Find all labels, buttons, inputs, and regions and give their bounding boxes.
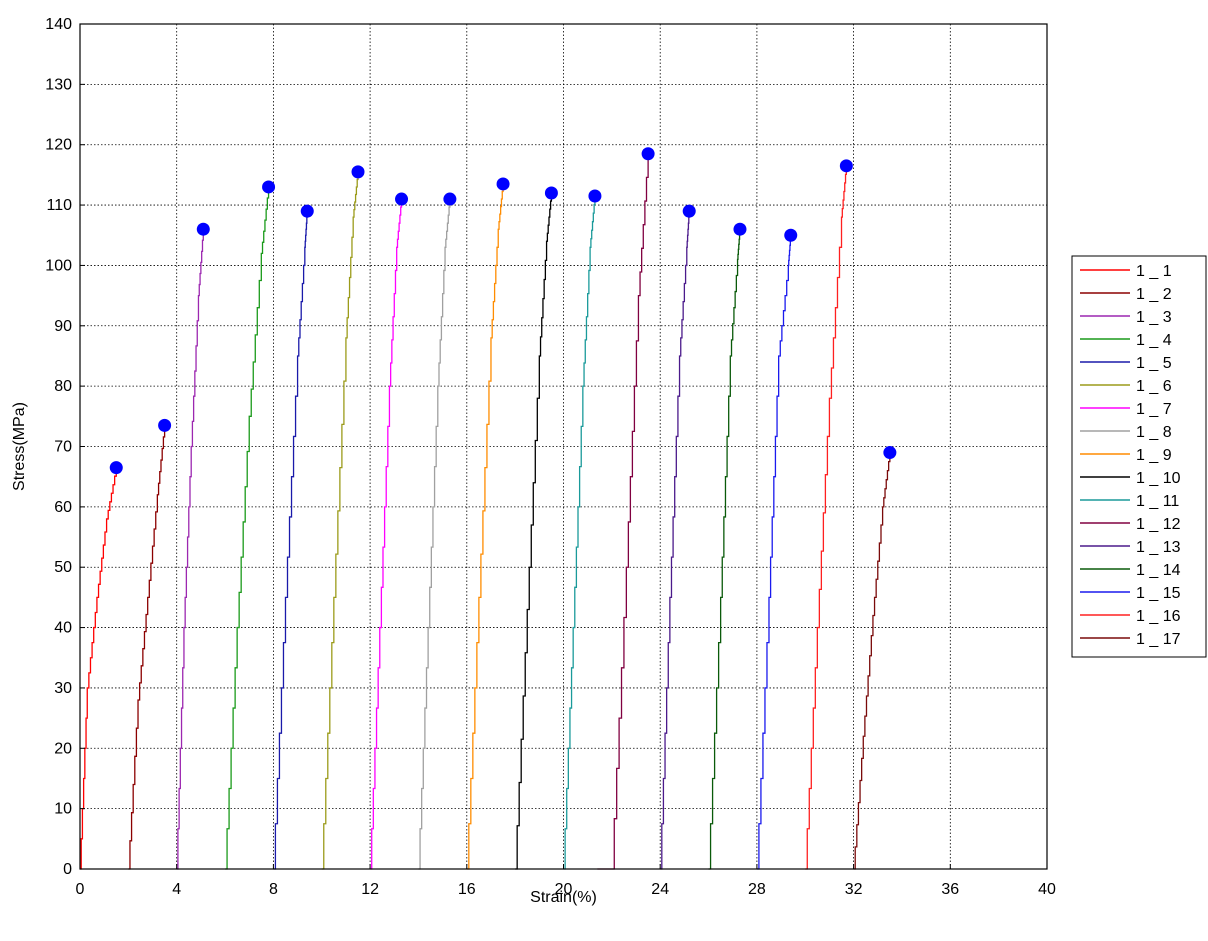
legend-label: 1 _ 1 — [1136, 263, 1172, 280]
y-tick-label: 140 — [45, 16, 72, 33]
failure-point-marker — [682, 204, 696, 218]
failure-point-marker — [395, 192, 409, 206]
series-layer — [80, 153, 891, 870]
legend: 1 _ 1 1 _ 2 1 _ 3 1 _ 4 1 _ 5 1 _ 6 1 _ 7 1 _ 8… — [1071, 255, 1207, 658]
legend-label: 1 _ 4 — [1136, 332, 1172, 349]
failure-point-marker — [588, 189, 602, 203]
legend-label: 1 _ 2 — [1136, 286, 1172, 303]
series-line-13 — [660, 211, 690, 870]
x-tick-label: 40 — [1038, 881, 1056, 898]
marker-layer — [109, 147, 897, 475]
series-line-6 — [321, 171, 359, 870]
failure-point-marker — [300, 204, 314, 218]
legend-label: 1 _ 13 — [1136, 539, 1181, 556]
series-line-14 — [708, 229, 741, 870]
y-tick-label: 50 — [54, 559, 72, 576]
x-tick-label: 20 — [555, 881, 573, 898]
y-tick-label: 30 — [54, 680, 72, 697]
legend-label: 1 _ 10 — [1136, 470, 1181, 487]
grid-layer — [80, 24, 1047, 869]
x-tick-label: 24 — [651, 881, 669, 898]
y-tick-label: 60 — [54, 499, 72, 516]
x-tick-label: 28 — [748, 881, 766, 898]
y-tick-label: 20 — [54, 740, 72, 757]
series-line-2 — [128, 425, 166, 870]
legend-label: 1 _ 3 — [1136, 309, 1172, 326]
legend-label: 1 _ 6 — [1136, 378, 1172, 395]
failure-point-marker — [158, 418, 172, 432]
x-tick-label: 32 — [845, 881, 863, 898]
failure-point-marker — [262, 180, 276, 194]
legend-label: 1 _ 11 — [1136, 493, 1179, 510]
y-tick-label: 80 — [54, 378, 72, 395]
x-tick-label: 16 — [458, 881, 476, 898]
legend-label: 1 _ 15 — [1136, 585, 1181, 602]
failure-point-marker — [544, 186, 558, 200]
series-line-5 — [273, 211, 308, 870]
y-tick-label: 110 — [46, 197, 72, 214]
legend-box — [1071, 255, 1207, 658]
y-tick-label: 120 — [45, 137, 72, 154]
failure-point-marker — [641, 147, 655, 161]
y-tick-label: 90 — [54, 318, 72, 335]
series-line-7 — [370, 199, 403, 870]
y-tick-label: 40 — [54, 620, 72, 637]
x-axis-label: Strain(%) — [530, 889, 597, 906]
legend-label: 1 _ 17 — [1136, 631, 1181, 648]
x-tick-label: 0 — [76, 881, 85, 898]
failure-point-marker — [196, 222, 210, 236]
series-line-11 — [563, 196, 596, 870]
series-line-3 — [176, 229, 204, 870]
failure-point-marker — [351, 165, 365, 179]
series-line-4 — [225, 186, 270, 870]
legend-label: 1 _ 8 — [1136, 424, 1172, 441]
y-tick-label: 70 — [54, 439, 72, 456]
x-tick-label: 36 — [941, 881, 959, 898]
y-tick-label: 130 — [45, 76, 72, 93]
x-tick-label: 12 — [361, 881, 379, 898]
x-tick-label: 8 — [269, 881, 278, 898]
failure-point-marker — [443, 192, 457, 206]
series-line-10 — [515, 193, 553, 870]
legend-label: 1 _ 16 — [1136, 608, 1181, 625]
legend-label: 1 _ 9 — [1136, 447, 1172, 464]
legend-label: 1 _ 12 — [1136, 516, 1181, 533]
failure-point-marker — [839, 159, 853, 173]
y-axis-label: Stress(MPa) — [11, 402, 28, 491]
x-tick-label: 4 — [172, 881, 181, 898]
series-line-8 — [418, 199, 451, 870]
tick-layer: 0 4 8 12 16 20 24 28 32 36 40 0 10 20 30 40 50 60 70 80 90 10… — [45, 16, 1056, 898]
failure-point-marker — [733, 222, 747, 236]
failure-point-marker — [784, 228, 798, 242]
failure-point-marker — [496, 177, 510, 191]
series-line-12 — [597, 153, 649, 870]
legend-label: 1 _ 5 — [1136, 355, 1172, 372]
legend-label: 1 _ 14 — [1136, 562, 1181, 579]
y-tick-label: 0 — [63, 861, 72, 878]
series-line-15 — [756, 235, 792, 870]
series-line-9 — [466, 183, 504, 870]
y-tick-label: 10 — [54, 801, 72, 818]
failure-point-marker — [883, 446, 897, 460]
legend-label: 1 _ 7 — [1136, 401, 1172, 418]
series-line-17 — [853, 452, 891, 870]
series-line-16 — [805, 165, 847, 870]
failure-point-marker — [109, 461, 123, 475]
y-tick-label: 100 — [45, 257, 72, 274]
